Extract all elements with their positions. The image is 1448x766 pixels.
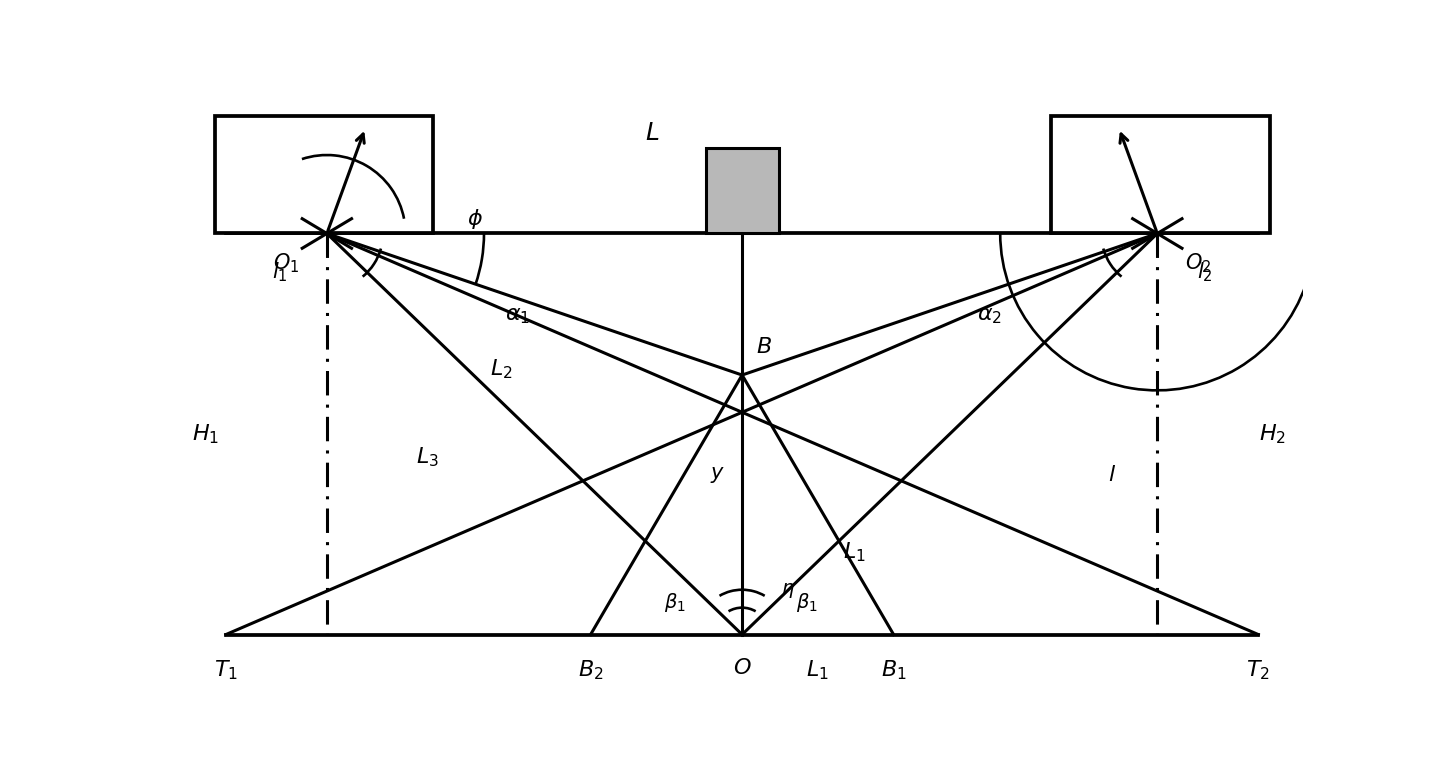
Text: $L_1$: $L_1$	[843, 540, 866, 564]
Text: $O_1$: $O_1$	[272, 251, 298, 275]
Text: $\alpha_2$: $\alpha_2$	[976, 306, 1002, 326]
Text: $y$: $y$	[710, 465, 725, 486]
Text: $L_1$: $L_1$	[807, 658, 830, 682]
Text: $H_2$: $H_2$	[1260, 422, 1286, 446]
Text: $B_1$: $B_1$	[880, 658, 906, 682]
Text: $T_2$: $T_2$	[1247, 658, 1270, 682]
Text: $B_2$: $B_2$	[578, 658, 604, 682]
Text: $l_2$: $l_2$	[1196, 260, 1212, 283]
Text: $B$: $B$	[756, 337, 772, 357]
Text: $L_2$: $L_2$	[489, 357, 513, 381]
Text: $L_3$: $L_3$	[417, 446, 439, 470]
Text: $P_2$: $P_2$	[1061, 189, 1085, 213]
Text: $O$: $O$	[733, 658, 752, 678]
Text: $F_1$: $F_1$	[242, 151, 265, 175]
Text: $O_2$: $O_2$	[1186, 251, 1212, 275]
Text: $l_1$: $l_1$	[272, 260, 288, 283]
Text: 1: 1	[326, 135, 340, 155]
Text: $H_1$: $H_1$	[193, 422, 219, 446]
Text: 3: 3	[736, 181, 749, 201]
Text: $l$: $l$	[1108, 465, 1116, 486]
Bar	[705, 148, 779, 234]
Text: $\phi$: $\phi$	[468, 207, 484, 231]
Text: $T_1$: $T_1$	[214, 658, 237, 682]
Text: $\beta_1$: $\beta_1$	[663, 591, 686, 614]
Text: $\eta$: $\eta$	[782, 581, 795, 600]
Text: $F_2$: $F_2$	[1213, 151, 1237, 175]
Bar	[214, 116, 433, 234]
Bar	[1051, 116, 1270, 234]
Text: 2: 2	[1134, 135, 1148, 155]
Text: $\alpha_1$: $\alpha_1$	[505, 306, 530, 326]
Text: $L$: $L$	[646, 121, 659, 146]
Text: $P_1$: $P_1$	[400, 189, 423, 213]
Text: $\beta_1$: $\beta_1$	[796, 591, 818, 614]
